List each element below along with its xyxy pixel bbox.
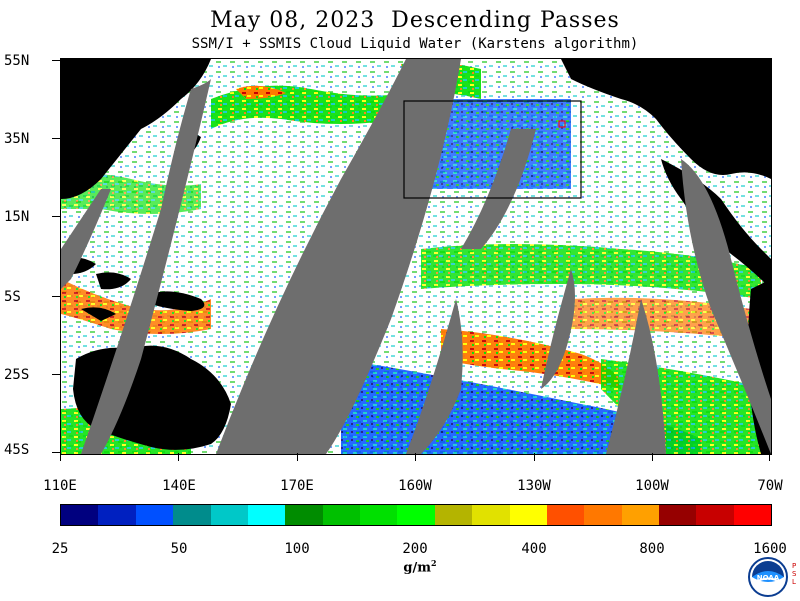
lat-label: 15N [4,209,30,225]
colorbar-tick-label: 25 [51,541,69,557]
lat-label: 55N [4,53,30,69]
colorbar-segment [360,505,398,525]
lon-label: 70W [757,478,783,494]
colorbar-tick-label: 200 [402,541,428,557]
colorbar-tick-label: 1600 [753,541,787,557]
lat-label: 5S [4,289,21,305]
colorbar-segment [546,505,585,525]
colorbar-segment [696,505,734,525]
colorbar-tick-label: 800 [639,541,665,557]
units-superscript: 2 [431,558,437,568]
cloud-features [61,59,771,454]
colorbar-segment [247,505,286,525]
colorbar-segment [98,505,136,525]
colorbar-segment [472,505,510,525]
colorbar-segment [285,505,323,525]
colorbar-tick-label: 50 [170,541,188,557]
colorbar-segment [434,505,473,525]
lon-tick [178,453,179,461]
lon-tick [415,453,416,461]
map-title: May 08, 2023 Descending Passes [210,8,620,33]
colorbar-segment [210,505,248,525]
map-subtitle: SSM/I + SSMIS Cloud Liquid Water (Karste… [191,36,639,52]
lon-label: 110E [43,478,77,494]
lat-tick [52,138,60,139]
colorbar-segment [173,505,211,525]
colorbar-segment [61,505,99,525]
lat-tick [52,60,60,61]
units-text: g/m [403,560,431,576]
lat-label: 45S [4,442,30,458]
colorbar-segment [509,505,547,525]
colorbar-segment [135,505,174,525]
lon-label: 140E [162,478,196,494]
lon-tick [60,453,61,461]
lat-tick [52,216,60,217]
lon-label: 100W [635,478,669,494]
lat-tick [52,374,60,375]
colorbar-segment [621,505,659,525]
swath-gaps [61,59,771,454]
lon-tick [534,453,535,461]
lon-label: 130W [517,478,551,494]
lon-tick [297,453,298,461]
colorbar-segment [322,505,360,525]
colorbar [60,504,772,526]
colorbar-segment [584,505,622,525]
lat-label: 25S [4,367,30,383]
noaa-logo-text: NOAA [757,574,780,582]
noaa-logo-icon: NOAA [748,557,788,597]
lat-tick [52,452,60,453]
colorbar-tick-label: 400 [521,541,547,557]
lat-tick [52,296,60,297]
lon-tick [652,453,653,461]
map-svg [61,59,771,454]
colorbar-segment [659,505,697,525]
colorbar-segment [733,505,772,525]
lat-label: 35N [4,131,30,147]
psl-logo-text: PSL [792,562,797,586]
location-marker [558,120,566,128]
region-highlight-box [403,100,582,199]
lon-label: 160W [398,478,432,494]
colorbar-segment [397,505,435,525]
units-label: g/m2 [380,558,460,575]
lon-tick [769,453,770,461]
colorbar-tick-label: 100 [284,541,310,557]
cloud-liquid-water-map [60,58,772,455]
lon-label: 170E [280,478,314,494]
